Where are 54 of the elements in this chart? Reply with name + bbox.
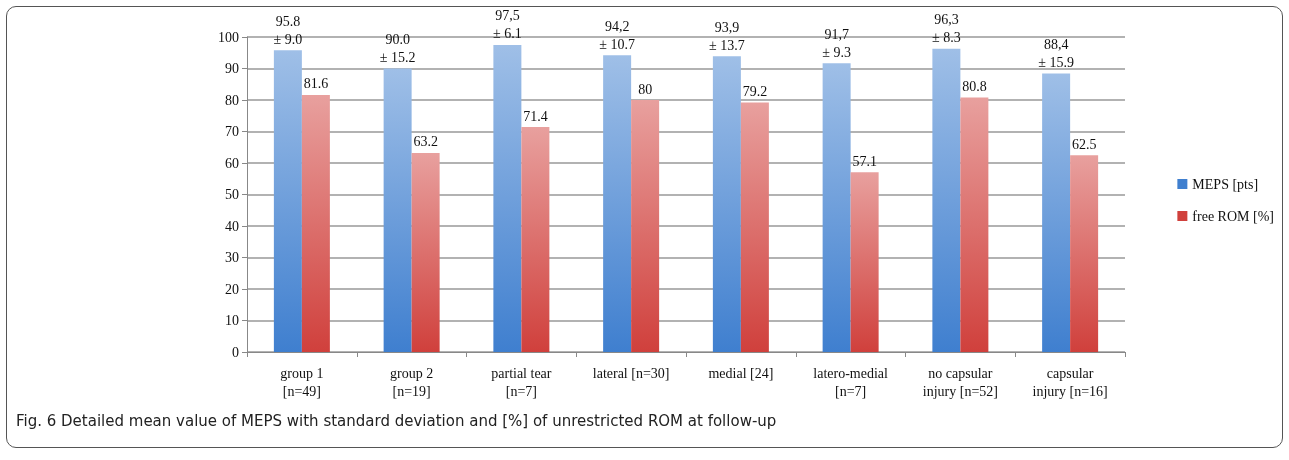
bar xyxy=(493,44,522,352)
x-tick-label: group 2 [n=19] xyxy=(390,365,434,399)
y-tick-label: 60 xyxy=(225,155,239,171)
y-tick-label: 30 xyxy=(225,250,239,265)
bar xyxy=(740,102,769,352)
y-tick-label: 70 xyxy=(225,124,239,139)
bar xyxy=(712,56,741,352)
legend-label: MEPS [pts] xyxy=(1192,176,1259,192)
data-label: 95.8 ± 9.0 xyxy=(273,13,303,47)
y-tick-label: 80 xyxy=(225,92,239,108)
bar xyxy=(273,50,302,352)
x-tick-label: medial [24] xyxy=(708,365,774,381)
data-label: 57.1 xyxy=(852,153,877,169)
x-tick-label: partial tear [n=7] xyxy=(491,365,552,399)
caption: Fig. 6 Detailed mean value of MEPS with standard deviation and [%] of unrestricted ROM at follow-up xyxy=(16,412,777,430)
x-tick-label: capsular injury [n=16] xyxy=(1032,365,1108,399)
bar xyxy=(521,127,550,352)
y-tick-label: 10 xyxy=(225,313,239,328)
bar xyxy=(1042,73,1071,352)
data-label: 63.2 xyxy=(413,134,438,150)
y-tick-label: 90 xyxy=(225,61,239,76)
y-tick-label: 50 xyxy=(225,187,239,202)
bar xyxy=(631,100,660,352)
x-tick-label: latero-medial [n=7] xyxy=(813,365,889,399)
y-tick-label: 100 xyxy=(218,29,239,45)
data-label: 96,3 ± 8.3 xyxy=(932,12,961,46)
data-label: 90.0 ± 15.2 xyxy=(379,32,416,65)
legend-label: free ROM [%] xyxy=(1192,208,1275,224)
bar xyxy=(850,172,879,352)
bar xyxy=(932,48,961,352)
bar xyxy=(603,55,632,352)
bar xyxy=(301,94,330,352)
data-label: 80.8 xyxy=(962,78,987,94)
y-tick-label: 40 xyxy=(225,218,239,234)
bar xyxy=(383,68,412,352)
bar xyxy=(411,152,440,352)
data-label: 94,2 ± 10.7 xyxy=(599,18,635,52)
data-label: 62.5 xyxy=(1071,136,1097,152)
x-tick-label: no capsular injury [n=52] xyxy=(922,365,998,399)
x-tick-label: lateral [n=30] xyxy=(592,365,670,381)
data-label: 71.4 xyxy=(523,108,548,124)
bar xyxy=(822,63,851,352)
data-label: 79.2 xyxy=(742,84,768,100)
data-label: 93,9 ± 13.7 xyxy=(709,19,745,53)
y-tick-label: 20 xyxy=(225,281,239,297)
x-tick-label: group 1 [n=49] xyxy=(280,365,324,399)
bar xyxy=(960,97,989,352)
data-label: 88,4 ± 15.9 xyxy=(1038,37,1074,71)
y-tick-label: 0 xyxy=(232,344,239,360)
data-label: 91,7 ± 9.3 xyxy=(822,26,851,60)
bar xyxy=(1070,155,1099,352)
data-label: 97,5 ± 6.1 xyxy=(493,8,522,42)
data-label: 81.6 xyxy=(303,76,329,92)
data-label: 80 xyxy=(638,81,653,97)
